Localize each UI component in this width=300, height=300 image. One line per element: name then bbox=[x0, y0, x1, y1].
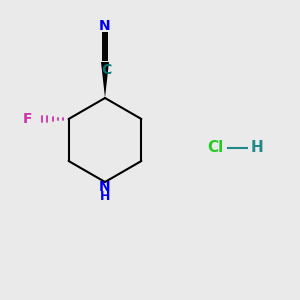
Text: N: N bbox=[99, 19, 111, 33]
Text: H: H bbox=[100, 190, 110, 203]
Text: Cl: Cl bbox=[207, 140, 223, 155]
Text: N: N bbox=[99, 180, 111, 194]
Text: H: H bbox=[250, 140, 263, 155]
Text: F: F bbox=[23, 112, 32, 126]
Polygon shape bbox=[101, 62, 109, 98]
Text: C: C bbox=[101, 63, 111, 77]
